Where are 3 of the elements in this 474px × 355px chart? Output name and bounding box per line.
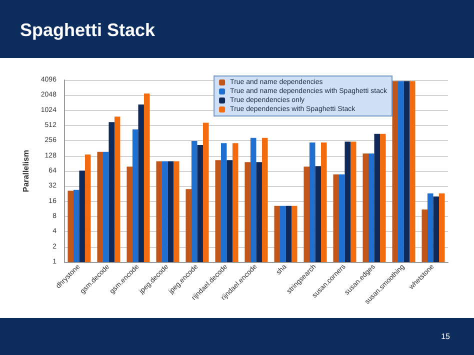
- y-axis-title: Parallelism: [22, 150, 30, 192]
- chart-title: Spaghetti Stack: [20, 20, 156, 41]
- text: 15: [441, 332, 450, 341]
